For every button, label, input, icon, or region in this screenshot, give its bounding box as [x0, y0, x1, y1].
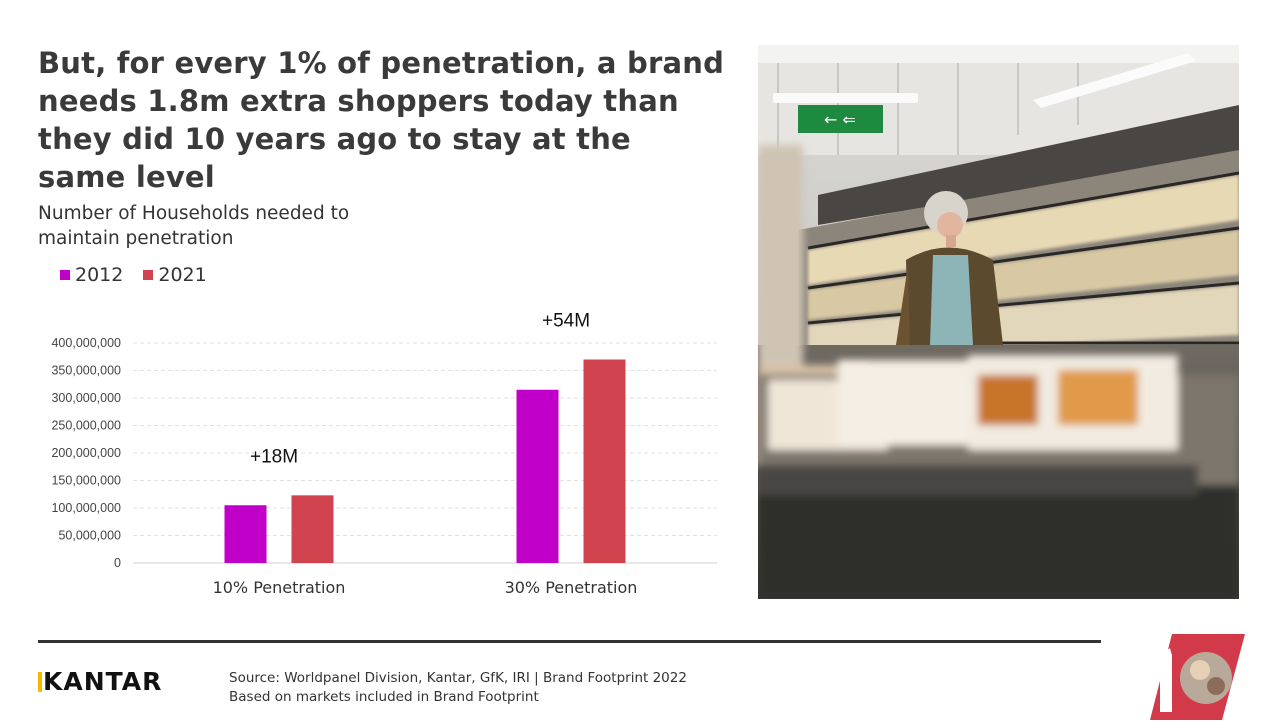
source-note: Source: Worldpanel Division, Kantar, GfK… — [229, 669, 687, 707]
chart-title: Number of Households needed to maintain … — [38, 203, 350, 249]
y-tick-label: 400,000,000 — [51, 336, 121, 350]
legend-label-2012: 2012 — [75, 264, 124, 286]
y-tick-label: 50,000,000 — [58, 529, 121, 543]
legend-swatch-2021 — [143, 270, 154, 280]
bar-2021-2 — [583, 359, 626, 563]
source-line-1: Source: Worldpanel Division, Kantar, GfK… — [229, 670, 687, 686]
difference-annotation: +18M — [250, 446, 298, 467]
y-tick-label: 200,000,000 — [51, 446, 121, 460]
y-tick-label: 350,000,000 — [51, 364, 121, 378]
legend-item-2021: 2021 — [143, 264, 207, 286]
slide-title: But, for every 1% of penetration, a bran… — [38, 46, 725, 194]
anniversary-10-badge — [1150, 634, 1245, 720]
bar-chart: 0 50,000,000 100,000,000 150,000,000 200,000… — [51, 311, 717, 597]
difference-annotation: +54M — [542, 311, 590, 332]
svg-text:← ⇐: ← ⇐ — [824, 110, 856, 129]
legend-label-2021: 2021 — [158, 264, 207, 286]
legend-item-2012: 2012 — [60, 264, 123, 286]
y-tick-label: 100,000,000 — [51, 501, 121, 515]
bar-2012-2 — [516, 389, 559, 563]
legend-swatch-2012 — [60, 270, 70, 280]
footer-divider — [38, 640, 1101, 643]
y-tick-label: 300,000,000 — [51, 391, 121, 405]
kantar-logo-bar — [38, 672, 42, 692]
chart-legend: 2012 2021 — [60, 264, 207, 286]
bar-2021-1 — [291, 495, 334, 563]
x-tick-label: 30% Penetration — [505, 578, 638, 597]
kantar-logo-text: KANTAR — [43, 667, 163, 696]
y-tick-label: 150,000,000 — [51, 474, 121, 488]
bar-2012-1 — [224, 505, 267, 563]
supermarket-shopper-photo: ← ⇐ — [758, 45, 1239, 599]
x-tick-label: 10% Penetration — [213, 578, 346, 597]
kantar-logo: KANTAR — [38, 667, 162, 696]
source-line-2: Based on markets included in Brand Footp… — [229, 689, 539, 705]
y-tick-label: 250,000,000 — [51, 419, 121, 433]
y-tick-label: 0 — [114, 556, 121, 570]
